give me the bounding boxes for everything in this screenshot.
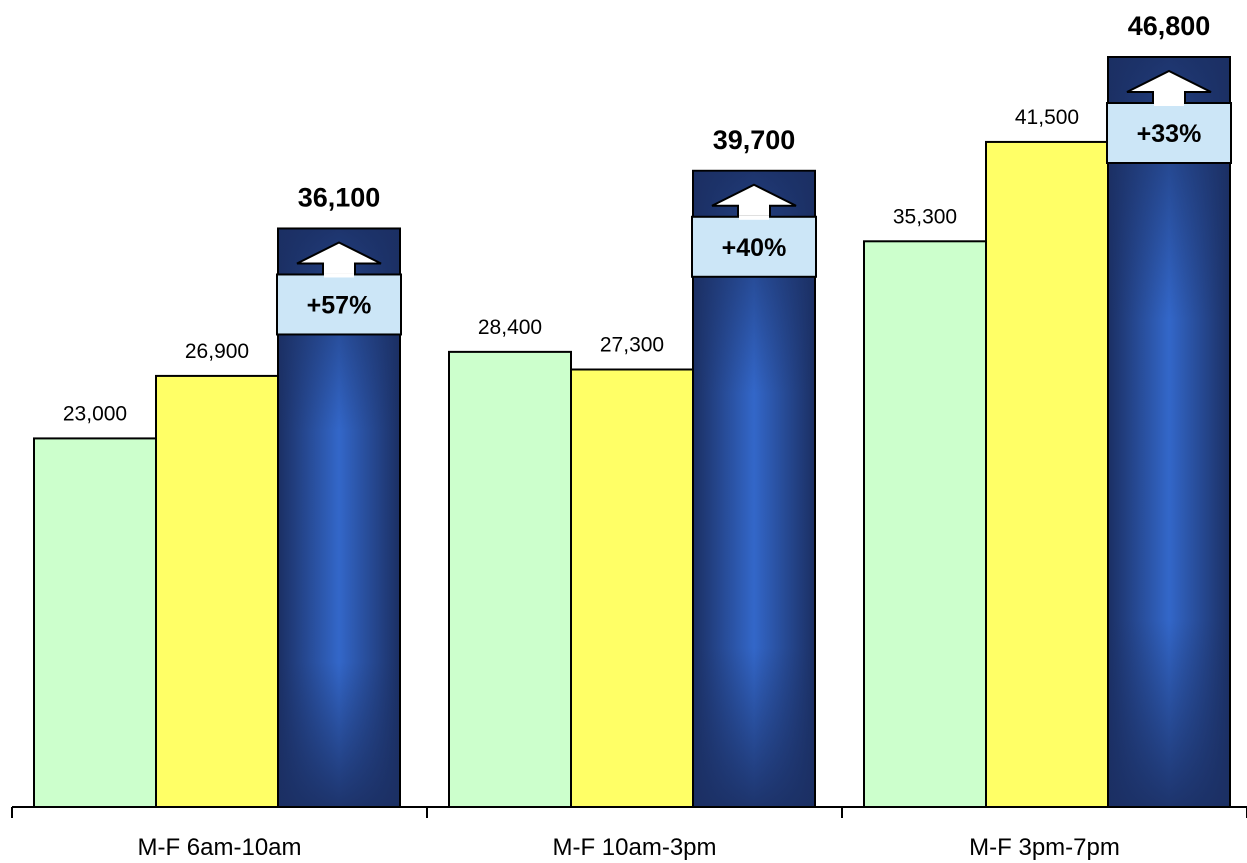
data-label: 26,900 [185,340,249,363]
arrow-stem-join [1154,102,1184,106]
data-label: 27,300 [600,334,664,357]
bar-0-0 [33,437,157,808]
bar-1-0 [448,350,572,808]
data-label: 23,000 [63,402,127,425]
bar-2-1 [985,140,1109,808]
bar-1-1 [570,368,694,808]
data-label: 41,500 [1015,106,1079,129]
x-tick-label: M-F 3pm-7pm [969,834,1120,861]
arrow-stem-join [739,215,769,220]
bar-0-1 [155,374,279,808]
data-label: 35,300 [893,205,957,228]
bar-2-0 [863,240,987,809]
x-tick-label: M-F 10am-3pm [552,834,716,861]
x-tick-label: M-F 6am-10am [137,834,301,861]
percent-change-label: +33% [1137,120,1202,148]
percent-change-label: +40% [722,234,787,262]
data-label-bold: 39,700 [713,125,796,155]
data-label: 28,400 [478,316,542,339]
percent-callout-box [1106,102,1232,164]
arrow-stem-join [324,273,354,278]
percent-callout-box [276,273,402,336]
bar-shade-2-2 [1109,58,1229,806]
data-label-bold: 36,100 [298,182,381,212]
percent-change-label: +57% [307,291,372,319]
data-label-bold: 46,800 [1128,11,1211,41]
percent-callout-box [691,215,817,278]
